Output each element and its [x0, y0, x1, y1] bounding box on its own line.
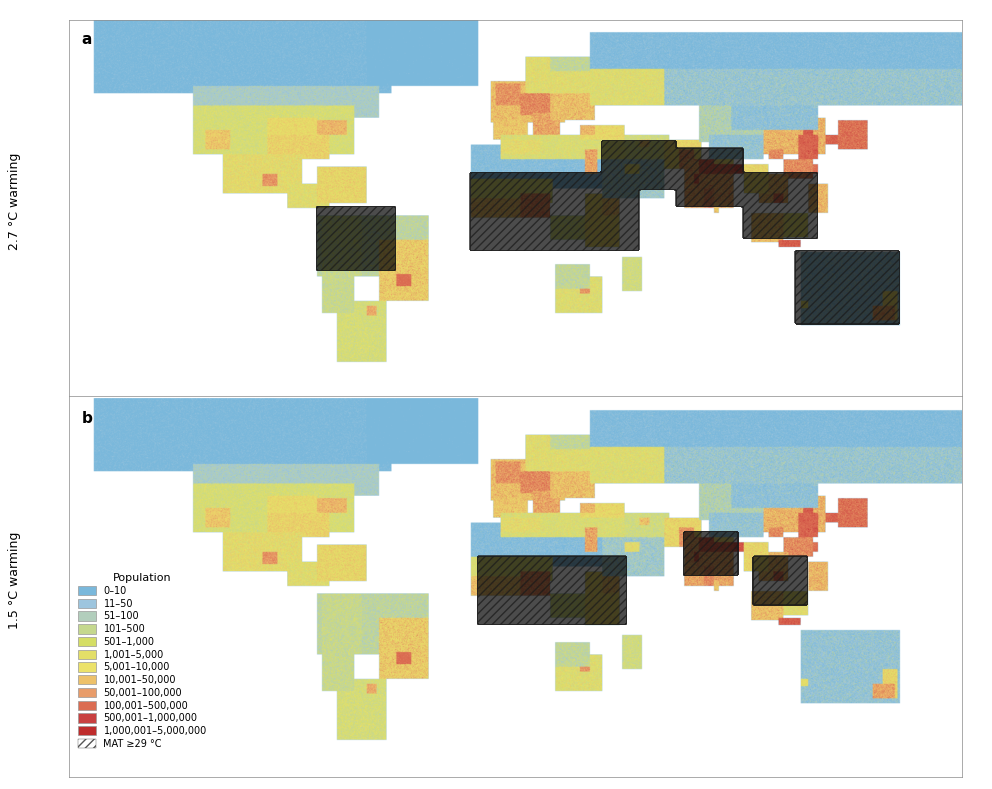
Point — [508, 221, 524, 234]
Legend: 0–10, 11–50, 51–100, 101–500, 501–1,000, 1,001–5,000, 5,001–10,000, 10,001–50,00: 0–10, 11–50, 51–100, 101–500, 501–1,000,… — [74, 570, 210, 753]
Text: 2.7 °C warming: 2.7 °C warming — [8, 152, 22, 250]
Text: a: a — [82, 32, 92, 47]
Point — [508, 600, 524, 612]
Text: b: b — [82, 410, 92, 425]
Text: 1.5 °C warming: 1.5 °C warming — [8, 531, 22, 629]
